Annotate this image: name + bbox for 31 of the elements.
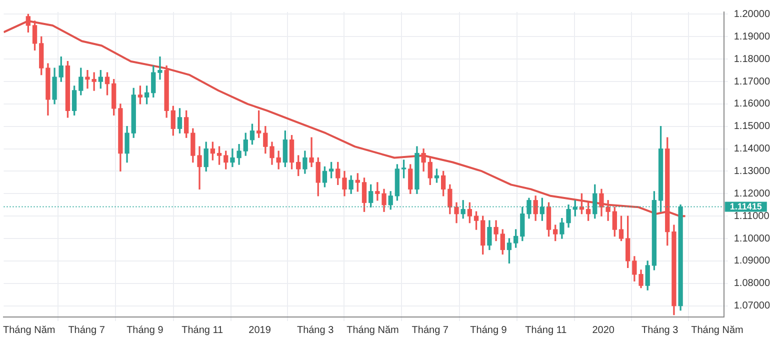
y-tick-label: 1.13000 bbox=[734, 166, 770, 177]
y-tick-label: 1.07000 bbox=[734, 300, 770, 312]
y-tick-label: 1.14000 bbox=[734, 144, 770, 155]
x-tick-label: Tháng 3 bbox=[641, 324, 679, 336]
ref-line-label: 1.11415 bbox=[730, 201, 762, 212]
candlestick bbox=[309, 137, 314, 168]
y-tick-label: 1.19000 bbox=[734, 31, 770, 42]
y-tick-label: 1.08000 bbox=[734, 278, 770, 290]
y-tick-label: 1.12000 bbox=[734, 188, 770, 200]
y-tick-label: 1.15000 bbox=[734, 121, 770, 132]
x-tick-label: 2020 bbox=[592, 324, 615, 336]
y-tick-label: 1.10000 bbox=[734, 233, 770, 244]
x-tick-label: Tháng 7 bbox=[412, 324, 449, 336]
x-tick-label: Tháng 7 bbox=[68, 324, 106, 336]
candlestick bbox=[606, 200, 610, 221]
y-tick-label: 1.17000 bbox=[734, 76, 770, 88]
candlestick bbox=[158, 56, 162, 80]
x-tick-label: Tháng Năm bbox=[346, 324, 399, 336]
x-tick-label: Tháng 11 bbox=[525, 324, 568, 336]
x-tick-label: Tháng Năm bbox=[691, 324, 744, 336]
x-tick-label: Tháng 3 bbox=[296, 324, 334, 336]
x-tick-label: Tháng 9 bbox=[126, 324, 164, 336]
y-tick-label: 1.16000 bbox=[734, 98, 770, 110]
y-tick-label: 1.09000 bbox=[734, 256, 770, 267]
x-tick-label: Tháng 11 bbox=[182, 324, 224, 336]
y-tick-label: 1.18000 bbox=[734, 54, 770, 65]
x-tick-label: 2019 bbox=[248, 324, 272, 336]
y-tick-label: 1.11000 bbox=[734, 210, 770, 222]
x-tick-label: Tháng Năm bbox=[3, 324, 56, 336]
y-tick-label: 1.20000 bbox=[734, 8, 770, 20]
x-tick-label: Tháng 9 bbox=[470, 324, 508, 336]
